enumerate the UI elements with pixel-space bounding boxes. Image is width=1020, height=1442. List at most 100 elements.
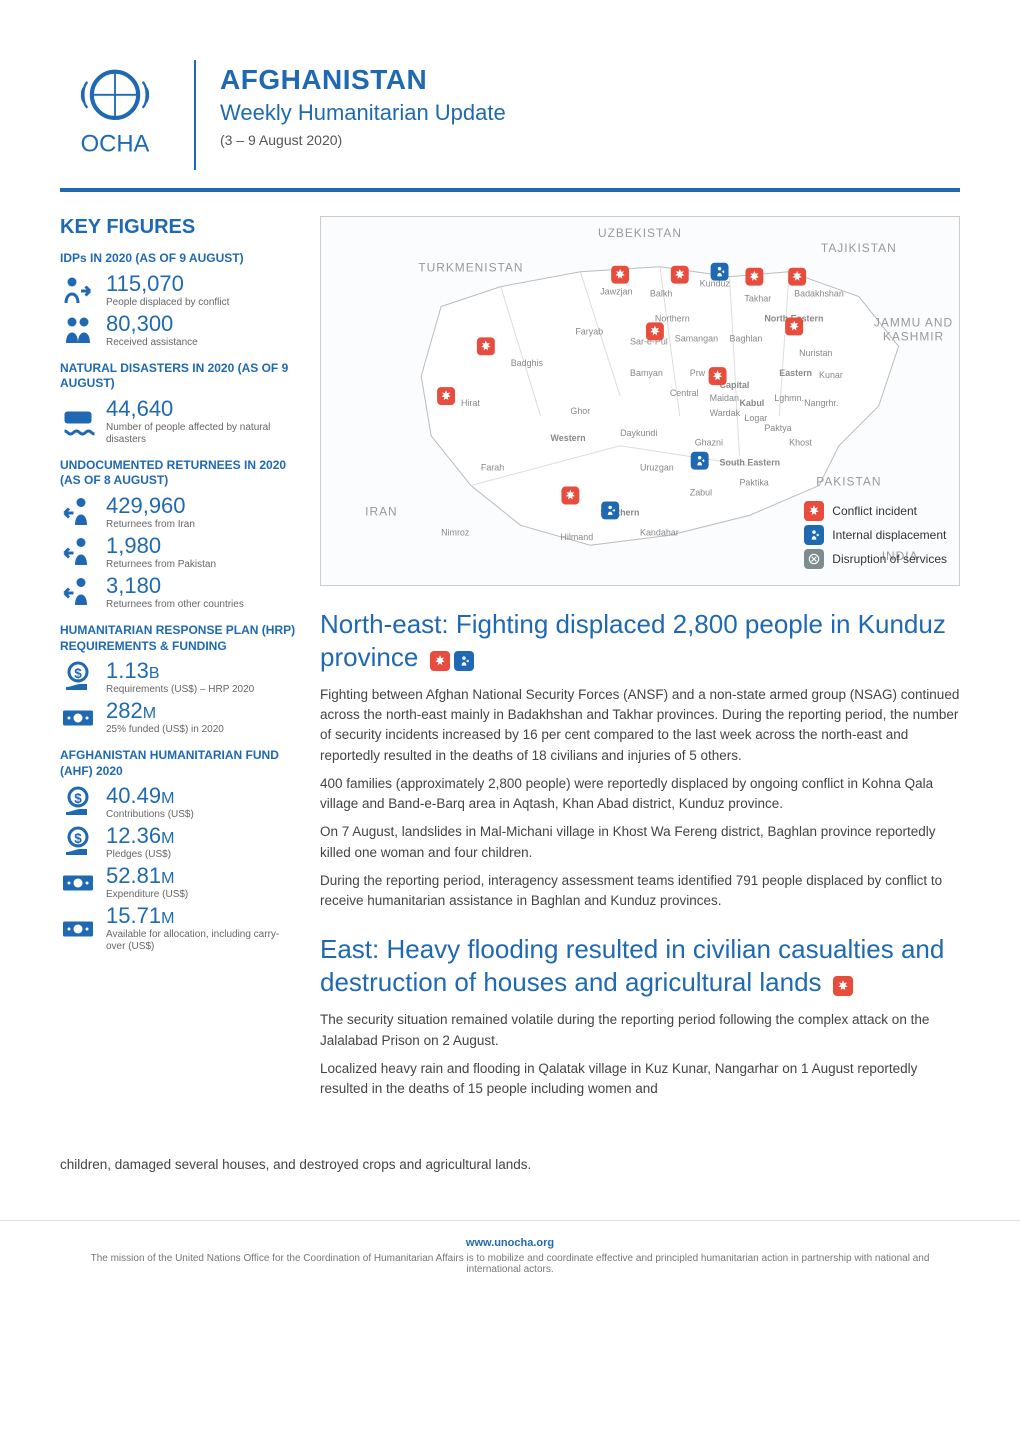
afghanistan-map: UZBEKISTAN TAJIKISTAN TURKMENISTAN JAMMU…: [320, 216, 960, 586]
svg-text:Logar: Logar: [744, 413, 767, 423]
legend-label: Disruption of services: [832, 552, 947, 566]
idp-marker: [601, 501, 619, 519]
svg-text:Eastern: Eastern: [779, 368, 812, 378]
idp-icon: [454, 642, 474, 675]
conflict-marker: [611, 266, 629, 284]
svg-text:Daykundi: Daykundi: [620, 428, 657, 438]
svg-text:Badghis: Badghis: [511, 358, 544, 368]
stat-row: 12.36M Pledges (US$): [60, 825, 300, 861]
hand-dollar-icon: [60, 785, 96, 821]
hand-dollar-icon: [60, 825, 96, 861]
return-icon: [60, 495, 96, 531]
svg-text:Balkh: Balkh: [650, 289, 672, 299]
svg-text:Uruzgan: Uruzgan: [640, 463, 674, 473]
section-para: Localized heavy rain and flooding in Qal…: [320, 1059, 960, 1100]
svg-text:Hilmand: Hilmand: [560, 532, 593, 542]
neighbor-label: TURKMENISTAN: [418, 261, 523, 275]
neighbor-label: IRAN: [365, 504, 397, 518]
stat-number: 44,640: [106, 398, 286, 420]
section-para: During the reporting period, interagency…: [320, 871, 960, 912]
country-title: AFGHANISTAN: [220, 64, 506, 96]
stat-label: 25% funded (US$) in 2020: [106, 724, 224, 736]
idp-marker: [711, 263, 729, 281]
conflict-marker: [561, 487, 579, 505]
stat-number: 1.13B: [106, 660, 254, 682]
stat-number: 40.49M: [106, 785, 194, 807]
conflict-icon: [430, 642, 450, 675]
stat-label: Returnees from other countries: [106, 599, 244, 611]
svg-text:Khost: Khost: [789, 438, 812, 448]
flood-icon: [60, 404, 96, 440]
stat-number: 1,980: [106, 535, 216, 557]
svg-text:Northern: Northern: [655, 313, 690, 323]
svg-text:Zabul: Zabul: [690, 487, 712, 497]
section-title: North-east: Fighting displaced 2,800 peo…: [320, 608, 960, 675]
stat-row: 52.81M Expenditure (US$): [60, 865, 300, 901]
conflict-icon: [833, 968, 853, 1001]
return-icon: [60, 575, 96, 611]
svg-text:Kabul: Kabul: [739, 398, 764, 408]
stat-label: Number of people affected by natural dis…: [106, 422, 286, 446]
svg-text:Hirat: Hirat: [461, 398, 480, 408]
svg-text:Ghazni: Ghazni: [695, 438, 723, 448]
stat-label: People displaced by conflict: [106, 297, 229, 309]
stat-number: 52.81M: [106, 865, 188, 887]
svg-text:Baghlan: Baghlan: [730, 333, 763, 343]
svg-text:Farah: Farah: [481, 463, 504, 473]
section-title: East: Heavy flooding resulted in civilia…: [320, 933, 960, 1000]
svg-text:Samangan: Samangan: [675, 333, 718, 343]
legend-label: Conflict incident: [832, 504, 917, 518]
disruption-icon: [804, 549, 824, 569]
neighbor-label: TAJIKISTAN: [821, 241, 897, 255]
conflict-marker: [646, 322, 664, 340]
footer-link[interactable]: www.unocha.org: [80, 1237, 940, 1249]
legend-label: Internal displacement: [832, 528, 946, 542]
stat-number: 12.36M: [106, 825, 174, 847]
conflict-marker: [709, 367, 727, 385]
svg-text:Takhar: Takhar: [744, 294, 771, 304]
stat-row: 80,300 Received assistance: [60, 313, 300, 349]
stat-number: 80,300: [106, 313, 198, 335]
svg-text:Lghmn.: Lghmn.: [774, 393, 804, 403]
conflict-marker: [745, 268, 763, 286]
footer: www.unocha.org The mission of the United…: [0, 1220, 1020, 1305]
header-divider: [194, 60, 196, 170]
stat-row: 282M 25% funded (US$) in 2020: [60, 700, 300, 736]
conflict-icon: [804, 501, 824, 521]
svg-text:Central: Central: [670, 388, 699, 398]
conflict-marker: [788, 268, 806, 286]
section-para: 400 families (approximately 2,800 people…: [320, 774, 960, 815]
svg-text:Bamyan: Bamyan: [630, 368, 663, 378]
section-para: Fighting between Afghan National Securit…: [320, 685, 960, 766]
key-figures-title: KEY FIGURES: [60, 216, 300, 239]
stat-label: Requirements (US$) – HRP 2020: [106, 684, 254, 696]
return-icon: [60, 535, 96, 571]
neighbor-label: KASHMIR: [883, 329, 944, 343]
section-para: The security situation remained volatile…: [320, 1010, 960, 1051]
svg-text:Prw: Prw: [690, 368, 706, 378]
stat-label: Pledges (US$): [106, 849, 174, 861]
map-legend: Conflict incident Internal displacement …: [804, 497, 947, 573]
stat-row: 1,980 Returnees from Pakistan: [60, 535, 300, 571]
stat-label: Contributions (US$): [106, 809, 194, 821]
ocha-logo-text: OCHA: [81, 131, 150, 158]
idp-marker: [691, 452, 709, 470]
conflict-marker: [785, 317, 803, 335]
cash-icon: [60, 700, 96, 736]
svg-text:Faryab: Faryab: [575, 326, 603, 336]
person-arrow-icon: [60, 273, 96, 309]
sidebar-group-heading: IDPs IN 2020 (AS OF 9 AUGUST): [60, 251, 300, 267]
header: OCHA AFGHANISTAN Weekly Humanitarian Upd…: [60, 60, 960, 192]
title-block: AFGHANISTAN Weekly Humanitarian Update (…: [220, 60, 506, 148]
neighbor-label: UZBEKISTAN: [598, 226, 682, 240]
sidebar-group-heading: AFGHANISTAN HUMANITARIAN FUND (AHF) 2020: [60, 748, 300, 779]
hand-dollar-icon: [60, 660, 96, 696]
svg-text:Ghor: Ghor: [570, 406, 590, 416]
legend-row: Conflict incident: [804, 501, 947, 521]
svg-text:South Eastern: South Eastern: [720, 458, 781, 468]
sidebar-group-heading: UNDOCUMENTED RETURNEES IN 2020 (AS OF 8 …: [60, 458, 300, 489]
stat-label: Returnees from Pakistan: [106, 559, 216, 571]
stat-row: 429,960 Returnees from Iran: [60, 495, 300, 531]
stat-label: Received assistance: [106, 337, 198, 349]
svg-text:Badakhshan: Badakhshan: [794, 289, 844, 299]
